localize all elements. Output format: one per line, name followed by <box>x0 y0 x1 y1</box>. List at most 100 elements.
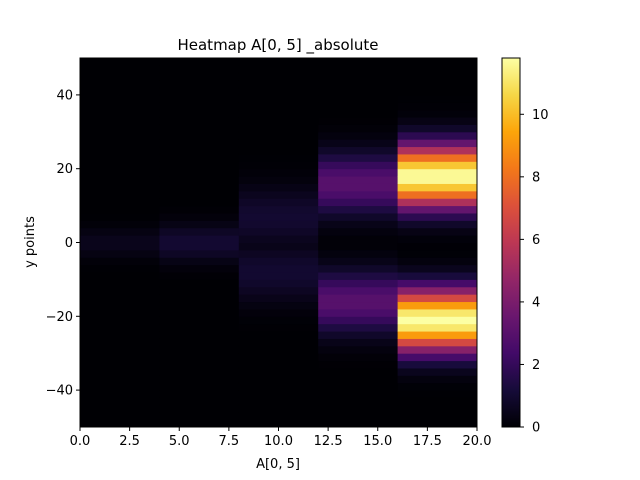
heatmap-cell <box>80 227 160 236</box>
heatmap-cell <box>80 412 160 421</box>
heatmap-cell <box>318 412 399 421</box>
heatmap-cell <box>397 72 478 81</box>
heatmap-cell <box>159 58 240 66</box>
heatmap-cell <box>80 360 160 369</box>
heatmap-cell <box>397 390 478 398</box>
heatmap-cell <box>318 198 399 207</box>
heatmap-cell <box>159 131 240 140</box>
heatmap-cell <box>238 360 319 369</box>
x-tick-label: 10.0 <box>264 434 293 449</box>
heatmap-cell <box>80 131 160 140</box>
heatmap-cell <box>238 109 319 118</box>
heatmap-cell <box>318 390 399 398</box>
y-axis-label: y points <box>23 216 38 268</box>
heatmap-cell <box>318 360 399 369</box>
heatmap-cell <box>318 286 399 295</box>
heatmap-cell <box>159 249 240 258</box>
heatmap-cell <box>318 139 399 148</box>
heatmap-cell <box>80 331 160 339</box>
heatmap-cell <box>238 345 319 354</box>
heatmap-cell <box>159 109 240 118</box>
heatmap-cell <box>238 375 319 384</box>
heatmap-cell <box>238 264 319 273</box>
heatmap-cell <box>397 294 478 303</box>
heatmap-cell <box>397 65 478 74</box>
heatmap-cell <box>238 367 319 376</box>
heatmap-cell <box>238 323 319 332</box>
chart-title: Heatmap A[0, 5] _absolute <box>177 36 378 55</box>
heatmap-cell <box>318 308 399 317</box>
heatmap-cell <box>238 153 319 162</box>
heatmap-cell <box>80 272 160 280</box>
heatmap-cell <box>159 264 240 273</box>
colorbar-tick-label: 8 <box>532 170 540 185</box>
heatmap-cell <box>397 331 478 339</box>
heatmap-cell <box>80 109 160 118</box>
heatmap-cell <box>318 323 399 332</box>
heatmap-cell <box>80 242 160 251</box>
heatmap-cell <box>80 367 160 376</box>
heatmap-cell <box>80 87 160 96</box>
heatmap-cell <box>80 58 160 66</box>
x-tick-label: 20.0 <box>463 434 492 449</box>
heatmap-cell <box>318 367 399 376</box>
heatmap-cell <box>80 102 160 111</box>
heatmap-cell <box>238 168 319 177</box>
heatmap-cell <box>159 117 240 125</box>
heatmap-cells <box>80 58 478 428</box>
heatmap-cell <box>238 419 319 428</box>
heatmap-cell <box>238 316 319 325</box>
heatmap-cell <box>159 345 240 354</box>
heatmap-cell <box>397 190 478 199</box>
heatmap-cell <box>159 331 240 339</box>
heatmap-cell <box>397 382 478 391</box>
heatmap-cell <box>318 227 399 236</box>
heatmap-cell <box>80 139 160 148</box>
heatmap-cell <box>80 338 160 347</box>
heatmap-cell <box>238 190 319 199</box>
heatmap-cell <box>80 190 160 199</box>
heatmap-cell <box>159 375 240 384</box>
heatmap-cell <box>238 87 319 96</box>
heatmap-cell <box>80 146 160 155</box>
colorbar-tick-label: 6 <box>532 233 540 248</box>
heatmap-cell <box>397 367 478 376</box>
heatmap-cell <box>318 235 399 243</box>
heatmap-cell <box>159 308 240 317</box>
heatmap-cell <box>238 72 319 81</box>
heatmap-cell <box>80 404 160 413</box>
heatmap-cell <box>159 360 240 369</box>
heatmap-cell <box>318 80 399 89</box>
heatmap-cell <box>159 220 240 229</box>
heatmap-cell <box>159 183 240 192</box>
heatmap-cell <box>159 212 240 221</box>
heatmap-cell <box>80 264 160 273</box>
heatmap-cell <box>159 382 240 391</box>
heatmap-cell <box>238 249 319 258</box>
heatmap-cell <box>238 161 319 170</box>
heatmap-cell <box>397 272 478 280</box>
heatmap-cell <box>318 419 399 428</box>
heatmap-cell <box>238 124 319 133</box>
heatmap-cell <box>80 257 160 266</box>
heatmap-cell <box>159 316 240 325</box>
heatmap-cell <box>80 153 160 162</box>
heatmap-cell <box>318 301 399 310</box>
heatmap-cell <box>238 301 319 310</box>
heatmap-cell <box>238 131 319 140</box>
x-tick-label: 7.5 <box>219 434 240 449</box>
heatmap-cell <box>238 294 319 303</box>
heatmap-cell <box>318 353 399 362</box>
heatmap-cell <box>80 72 160 81</box>
heatmap-cell <box>238 331 319 339</box>
heatmap-cell <box>80 316 160 325</box>
heatmap-cell <box>397 117 478 125</box>
heatmap-cell <box>318 72 399 81</box>
heatmap-cell <box>159 286 240 295</box>
heatmap-cell <box>318 94 399 103</box>
colorbar-tick-label: 2 <box>532 358 540 373</box>
heatmap-cell <box>80 397 160 406</box>
heatmap-cell <box>318 176 399 184</box>
heatmap-cell <box>159 161 240 170</box>
heatmap-cell <box>159 367 240 376</box>
